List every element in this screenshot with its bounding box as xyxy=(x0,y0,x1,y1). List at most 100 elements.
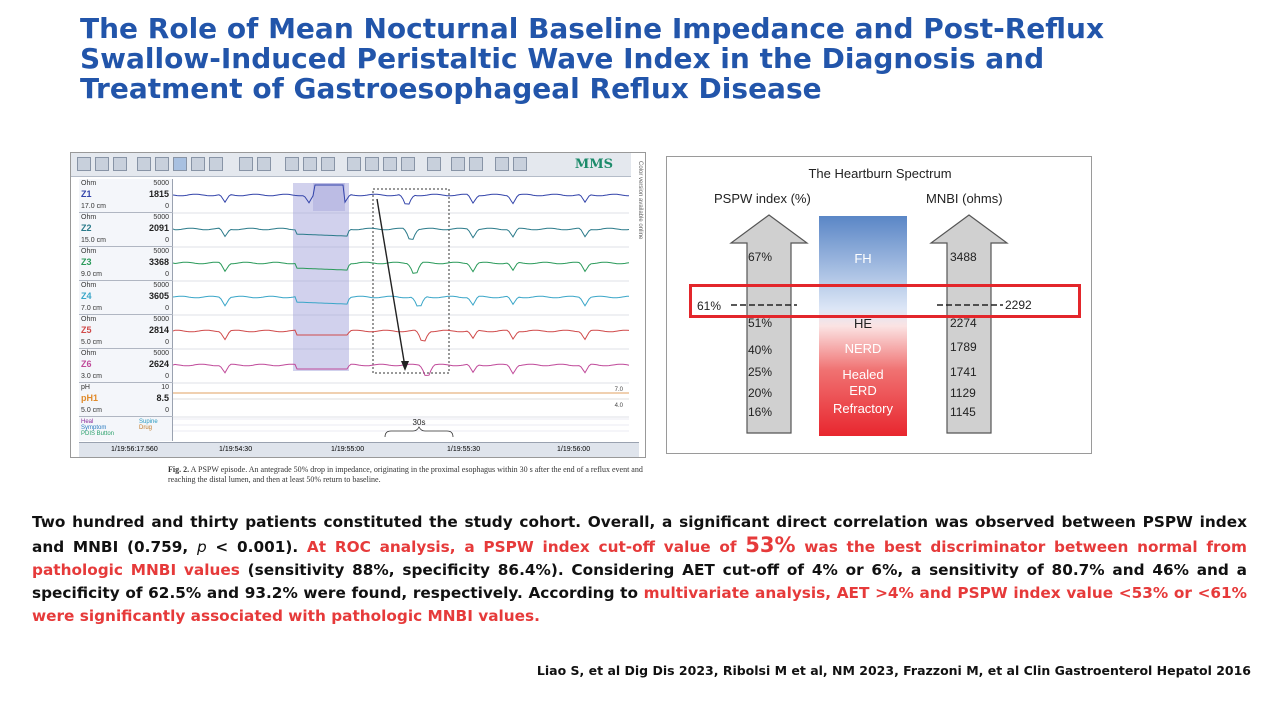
caption-text: A PSPW episode. An antegrade 50% drop in… xyxy=(168,465,643,484)
time-tick: 1/19:55:30 xyxy=(447,446,481,453)
event-legend: Heal Symptom PDIS Button xyxy=(81,419,114,437)
impedance-trace xyxy=(173,227,629,240)
channel-value: 8.5 xyxy=(156,393,169,403)
toolbar-icon xyxy=(173,157,187,171)
pspw-value: 16% xyxy=(748,405,772,419)
channel-name: Z2 xyxy=(81,223,92,233)
propagation-arrowhead xyxy=(401,361,409,371)
pspw-axis-label: PSPW index (%) xyxy=(714,191,811,206)
pspw-up-arrow xyxy=(729,214,809,434)
toolbar-icon xyxy=(427,157,441,171)
impedance-trace xyxy=(173,261,629,274)
channel-value: 2624 xyxy=(148,359,169,369)
toolbar-icon xyxy=(495,157,509,171)
cutoff-highlight-box xyxy=(689,284,1081,318)
event-legend-right: Supine Drug xyxy=(139,419,158,431)
summary-text: (sensitivity 88%, specificity 86.4%). Co… xyxy=(32,561,1247,602)
channel-value: 3605 xyxy=(148,291,169,301)
mnbi-value: 1145 xyxy=(950,405,976,419)
toolbar-icon xyxy=(365,157,379,171)
channel-position: 15.0 cm xyxy=(81,237,106,244)
toolbar-icon xyxy=(347,157,361,171)
pspw-value: 20% xyxy=(748,386,772,400)
tracing-toolbar: MMS xyxy=(71,153,631,177)
multivariate-highlight-end: . xyxy=(534,607,540,625)
channel-unit: Ohm xyxy=(81,350,97,357)
channel-row: Ohm 5000 Z5 2814 5.0 cm 0 xyxy=(79,315,173,349)
legend-symptom: Symptom xyxy=(81,425,107,431)
toolbar-icon xyxy=(513,157,527,171)
mnbi-up-arrow xyxy=(929,214,1009,434)
channel-unit: Ohm xyxy=(81,180,97,187)
toolbar-icon xyxy=(383,157,397,171)
mnbi-value: 2274 xyxy=(950,316,977,330)
toolbar-icon xyxy=(285,157,299,171)
study-summary-paragraph: Two hundred and thirty patients constitu… xyxy=(32,511,1247,628)
mnbi-value: 1741 xyxy=(950,365,977,379)
channel-max: 5000 xyxy=(153,180,169,187)
channel-position: 5.0 cm xyxy=(81,339,103,346)
channel-min: 0 xyxy=(165,203,169,210)
heartburn-spectrum-figure: The Heartburn Spectrum PSPW index (%) MN… xyxy=(666,156,1092,454)
multivariate-highlight: multivariate analysis, AET >4% and PSPW … xyxy=(32,584,1248,625)
channel-name: Z5 xyxy=(81,325,92,335)
channel-name: Z3 xyxy=(81,257,92,267)
impedance-trace xyxy=(173,329,629,342)
toolbar-icon xyxy=(137,157,151,171)
cutoff-pspw-value: 61% xyxy=(697,299,721,313)
pspw-value: 25% xyxy=(748,365,772,379)
time-span-label: 30s xyxy=(413,418,426,427)
channel-unit: pH xyxy=(81,384,90,391)
mnbi-value: 3488 xyxy=(950,250,977,264)
channel-position: 5.0 cm xyxy=(81,407,103,414)
impedance-tracing-figure: MMS Color version available online Ohm 50… xyxy=(70,152,646,458)
toolbar-icon xyxy=(321,157,335,171)
channel-unit: Ohm xyxy=(81,248,97,255)
title-line-3: Treatment of Gastroesophageal Reflux Dis… xyxy=(80,72,822,105)
time-tick: 1/19:54:30 xyxy=(219,446,253,453)
p-symbol: p xyxy=(196,538,207,556)
spectrum-column xyxy=(819,216,907,436)
redo-icon xyxy=(257,157,271,171)
channel-unit: Ohm xyxy=(81,214,97,221)
title-line-2: Swallow-Induced Peristaltic Wave Index i… xyxy=(80,42,1045,75)
heartburn-spectrum-graphic: The Heartburn Spectrum PSPW index (%) MN… xyxy=(697,166,1032,436)
channel-row: Ohm 5000 Z6 2624 3.0 cm 0 xyxy=(79,349,173,383)
legend-drug: Drug xyxy=(139,425,153,431)
channel-min: 0 xyxy=(165,305,169,312)
impedance-trace xyxy=(173,184,629,205)
impedance-trace xyxy=(173,363,629,376)
summary-text: Two hundred and thirty patients constitu… xyxy=(32,513,1247,556)
category-refractory: Refractory xyxy=(833,401,893,416)
roc-highlight: At ROC analysis, a PSPW index cut-off va… xyxy=(306,538,746,556)
summary-text: < 0.001). xyxy=(206,538,307,556)
channel-name: Z4 xyxy=(81,291,92,301)
pspw-value: 67% xyxy=(748,250,772,264)
toolbar-icon xyxy=(95,157,109,171)
pspw-value: 40% xyxy=(748,343,772,357)
mnbi-value: 1789 xyxy=(950,340,977,354)
channel-position: 9.0 cm xyxy=(81,271,103,278)
slide-title: The Role of Mean Nocturnal Baseline Impe… xyxy=(80,14,1200,104)
category-erd: ERD xyxy=(849,383,876,398)
time-axis-bar: 1/19:56:17.560 1/19:54:30 1/19:55:00 1/1… xyxy=(79,442,639,457)
channel-max: 10 xyxy=(161,384,169,391)
ph-marker-label: 7.0 xyxy=(615,387,624,393)
toolbar-icon xyxy=(209,157,223,171)
channel-min: 0 xyxy=(165,373,169,380)
time-span-brace xyxy=(384,426,454,438)
toolbar-icon xyxy=(113,157,127,171)
tracing-plot: 7.0 4.0 30s xyxy=(173,183,629,438)
undo-icon xyxy=(239,157,253,171)
pspw-value: 51% xyxy=(748,316,772,330)
channel-min: 0 xyxy=(165,271,169,278)
channel-position: 3.0 cm xyxy=(81,373,103,380)
impedance-trace xyxy=(173,295,629,307)
references: Liao S, et al Dig Dis 2023, Ribolsi M et… xyxy=(536,663,1251,678)
reflux-shaded-region xyxy=(293,183,349,371)
channel-max: 5000 xyxy=(153,248,169,255)
roc-highlight: was the best discriminator between norma… xyxy=(32,538,1247,579)
cutoff-mnbi-value: 2292 xyxy=(1005,298,1032,312)
start-time: 1/19:56:17.560 xyxy=(111,446,158,453)
channel-value: 2814 xyxy=(148,325,169,335)
